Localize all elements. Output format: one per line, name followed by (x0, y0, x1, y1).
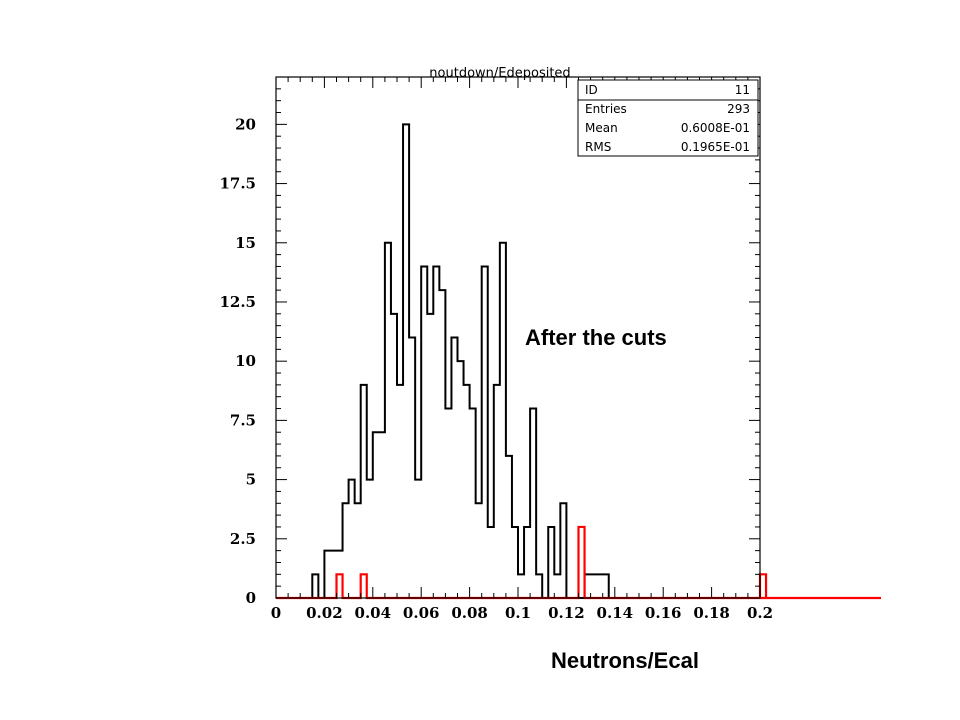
stats-label: ID (585, 83, 598, 97)
axis-tick-labels: 0 2.5 5 7.5 10 12.5 15 17.5 20 0 0.02 0.04 0.06 0.08 0… (219, 115, 773, 622)
y-tick-label: 15 (235, 234, 256, 252)
y-tick-label: 2.5 (230, 530, 256, 548)
stats-label: Entries (585, 102, 627, 116)
histogram-series-1 (276, 123, 760, 599)
y-tick-label: 7.5 (230, 411, 256, 429)
x-axis-label: Neutrons/Ecal (551, 648, 699, 673)
stats-value: 0.1965E-01 (681, 140, 750, 154)
histogram-series (276, 123, 881, 600)
y-tick-label: 5 (246, 471, 256, 489)
y-tick-label: 10 (235, 352, 256, 370)
y-tick-label: 20 (235, 115, 256, 133)
stats-label: RMS (585, 140, 611, 154)
axis-ticks (275, 76, 761, 599)
x-tick-label: 0.08 (451, 604, 488, 622)
x-tick-label: 0.2 (747, 604, 773, 622)
x-tick-label: 0.06 (403, 604, 440, 622)
x-tick-label: 0.12 (548, 604, 585, 622)
stats-box: ID 11 Entries 293 Mean 0.6008E-01 RMS 0.1965E-0… (577, 79, 759, 157)
stats-value: 0.6008E-01 (681, 121, 750, 135)
x-tick-label: 0 (271, 604, 281, 622)
stats-label: Mean (585, 121, 618, 135)
y-tick-label: 0 (246, 589, 256, 607)
stats-value: 11 (735, 83, 750, 97)
annotation-after-cuts: After the cuts (525, 325, 667, 350)
x-tick-label: 0.02 (306, 604, 343, 622)
y-tick-label: 17.5 (219, 175, 256, 193)
stats-value: 293 (727, 102, 750, 116)
x-tick-label: 0.1 (505, 604, 531, 622)
histogram-series-2 (276, 525, 881, 600)
y-tick-label: 12.5 (219, 293, 256, 311)
chart-title: noutdown/Edeposited (429, 66, 570, 81)
x-tick-label: 0.18 (693, 604, 730, 622)
x-tick-label: 0.16 (645, 604, 682, 622)
stats-box-frame (577, 79, 759, 157)
x-tick-label: 0.04 (355, 604, 392, 622)
x-tick-label: 0.14 (597, 604, 634, 622)
